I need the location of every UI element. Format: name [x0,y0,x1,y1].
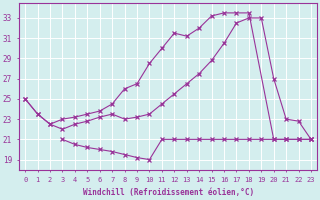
X-axis label: Windchill (Refroidissement éolien,°C): Windchill (Refroidissement éolien,°C) [83,188,254,197]
